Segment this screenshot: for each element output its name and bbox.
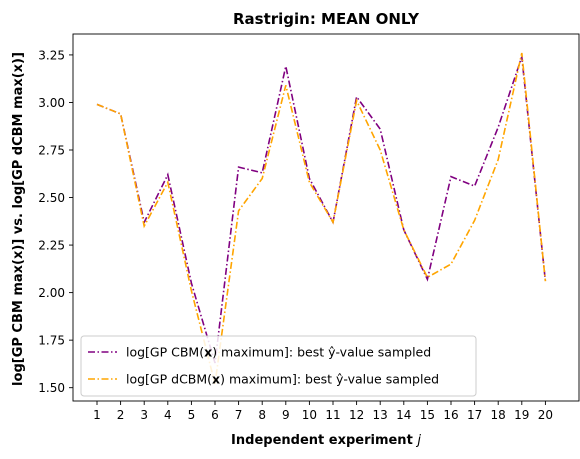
y-tick-label: 1.75	[38, 334, 65, 348]
series-line-1	[96, 56, 547, 364]
x-tick-label: 11	[325, 408, 340, 422]
x-tick-label: 7	[235, 408, 243, 422]
y-tick-label: 2.25	[38, 239, 65, 253]
y-tick-label: 1.50	[38, 381, 65, 395]
x-tick-label: 13	[373, 408, 388, 422]
x-tick-label: 4	[164, 408, 172, 422]
x-tick-label: 16	[443, 408, 458, 422]
x-tick-label: 5	[188, 408, 196, 422]
y-tick-label: 3.00	[38, 96, 65, 110]
y-tick-label: 2.75	[38, 143, 65, 157]
series-line-2	[96, 52, 547, 385]
legend-label: log[GP dCBM(x) maximum]: best ŷ-value sa…	[126, 372, 439, 387]
y-tick-label: 2.50	[38, 191, 65, 205]
x-tick-label: 10	[302, 408, 317, 422]
x-tick-label: 3	[140, 408, 148, 422]
x-tick-label: 18	[491, 408, 506, 422]
x-tick-label: 14	[396, 408, 411, 422]
y-tick-label: 3.25	[38, 48, 65, 62]
x-tick-label: 6	[211, 408, 219, 422]
x-tick-label: 20	[538, 408, 553, 422]
legend-label: log[GP CBM(x) maximum]: best ŷ-value sam…	[126, 345, 431, 360]
plot-frame	[72, 33, 580, 402]
x-tick-label: 8	[258, 408, 266, 422]
y-axis-label: log[GP CBM max(x)] vs. log[GP dCBM max(x…	[11, 52, 26, 386]
axes: 1 2 3 4 5 6 7 8 9 10 11 12 13 14 15 16 17 18 19 201.501.752…	[38, 33, 580, 422]
x-tick-label: 12	[349, 408, 364, 422]
x-tick-label: 19	[514, 408, 529, 422]
plot-area	[96, 52, 547, 385]
x-tick-label: 9	[282, 408, 290, 422]
legend: log[GP CBM(x) maximum]: best ŷ-value sam…	[80, 335, 477, 397]
chart-title: Rastrigin: MEAN ONLY	[233, 10, 420, 28]
x-axis-label: Independent experiment j	[231, 433, 421, 448]
x-tick-label: 17	[467, 408, 482, 422]
legend-box	[80, 335, 477, 397]
x-tick-label: 1	[93, 408, 101, 422]
x-tick-label: 15	[420, 408, 435, 422]
x-tick-label: 2	[117, 408, 125, 422]
y-tick-label: 2.00	[38, 286, 65, 300]
